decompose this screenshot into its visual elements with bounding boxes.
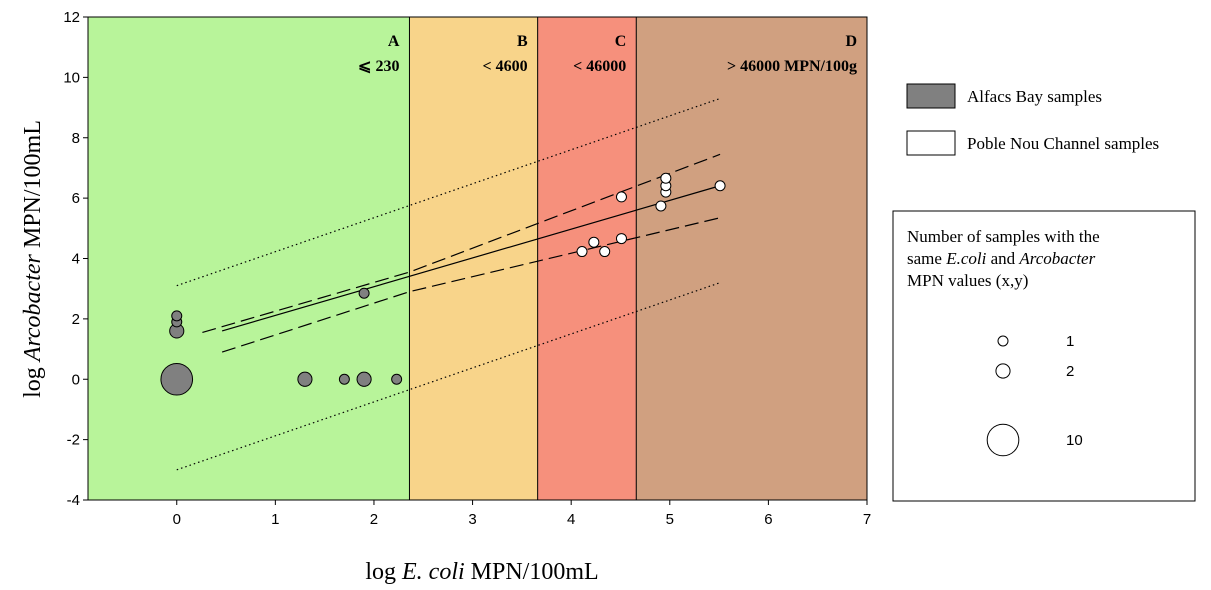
zone-threshold: ⩽ 230	[358, 58, 399, 75]
zone-threshold: < 4600	[483, 58, 528, 75]
size-legend-title-segment: Number of samples with the	[907, 227, 1100, 246]
size-legend-title-segment: same	[907, 249, 946, 268]
data-point	[358, 287, 370, 299]
zone-threshold: < 46000	[573, 58, 626, 75]
x-tick-label: 5	[666, 511, 674, 528]
size-legend-label: 2	[1066, 363, 1074, 380]
legend-label-alfacs: Alfacs Bay samples	[967, 87, 1102, 106]
zone-labels: A ⩽ 230 B < 4600 C < 46000 D > 46000 MPN/100g	[358, 33, 857, 75]
size-legend-label: 1	[1066, 333, 1074, 350]
y-tick-label: 2	[72, 311, 80, 328]
y-tick-label: 8	[72, 130, 80, 147]
y-axis-ticks: -4 -2 0 2 4 6 8 10 12	[63, 9, 88, 509]
data-point	[338, 373, 350, 385]
size-legend-title-segment: E.coli	[945, 249, 986, 268]
y-tick-label: 4	[72, 251, 80, 268]
x-tick-label: 2	[370, 511, 378, 528]
data-point	[588, 236, 600, 248]
x-tick-label: 4	[567, 511, 575, 528]
y-tick-label: 10	[63, 69, 80, 86]
zone-a	[88, 17, 410, 500]
x-tick-label: 6	[764, 511, 772, 528]
x-axis-label: log E. coli MPN/100mL	[365, 559, 598, 585]
size-legend-title-segment: MPN values (x,y)	[907, 271, 1028, 290]
x-tick-label: 3	[468, 511, 476, 528]
y-tick-label: 12	[63, 9, 80, 26]
x-tick-label: 7	[863, 511, 871, 528]
data-point	[615, 233, 627, 245]
data-point	[655, 200, 667, 212]
zone-letter: C	[615, 33, 627, 50]
zone-threshold: > 46000 MPN/100g	[727, 58, 857, 75]
size-legend-title-line: Number of samples with the	[907, 227, 1100, 246]
zone-letter: B	[517, 33, 528, 50]
size-legend-title-segment: Arcobacter	[1018, 249, 1095, 268]
data-point	[297, 371, 313, 387]
size-legend-title-line: same E.coli and Arcobacter	[907, 249, 1096, 268]
data-point	[599, 246, 611, 258]
size-legend-label: 10	[1066, 432, 1083, 449]
legend-swatch-poble-nou	[906, 130, 956, 156]
data-point	[160, 362, 194, 396]
size-legend-title-segment: and	[986, 249, 1019, 268]
data-point	[391, 373, 403, 385]
zone-c	[537, 17, 637, 500]
size-legend: Number of samples with the same E.coli an…	[892, 210, 1196, 502]
legend-series: Alfacs Bay samples Poble Nou Channel sam…	[906, 83, 1159, 156]
prediction-band-upper	[176, 97, 721, 287]
size-legend-circle	[995, 363, 1011, 379]
zone-d	[636, 17, 867, 500]
data-point	[171, 310, 183, 322]
size-legend-items: 1 2 10	[986, 333, 1083, 457]
data-point	[660, 172, 672, 184]
confidence-band-upper	[202, 153, 721, 334]
y-tick-label: -2	[67, 432, 80, 449]
data-point	[714, 180, 726, 192]
y-tick-label: 0	[72, 371, 80, 388]
confidence-band-lower	[221, 217, 721, 353]
y-tick-label: 6	[72, 190, 80, 207]
regression-line	[221, 185, 721, 332]
prediction-band-lower	[176, 282, 721, 471]
data-point	[576, 246, 588, 258]
y-tick-label: -4	[67, 492, 80, 509]
x-axis-ticks: 0 1 2 3 4 5 6 7	[173, 500, 871, 528]
size-legend-circle	[997, 335, 1009, 347]
zone-b	[409, 17, 538, 500]
data-point	[356, 371, 372, 387]
fit-lines	[176, 97, 721, 471]
plot-zones	[88, 17, 867, 500]
size-legend-title: Number of samples with the same E.coli an…	[907, 227, 1100, 290]
size-legend-title-line: MPN values (x,y)	[907, 271, 1028, 290]
size-legend-circle	[986, 423, 1020, 457]
x-tick-label: 0	[173, 511, 181, 528]
data-points	[160, 172, 726, 396]
data-point	[615, 191, 627, 203]
zone-letter: A	[388, 33, 400, 50]
legend-label-poble-nou: Poble Nou Channel samples	[967, 134, 1159, 153]
legend-swatch-alfacs	[906, 83, 956, 109]
zone-letter: D	[845, 33, 857, 50]
y-axis-label: log Arcobacter MPN/100mL	[20, 120, 46, 398]
x-tick-label: 1	[271, 511, 279, 528]
size-legend-box	[892, 210, 1196, 502]
